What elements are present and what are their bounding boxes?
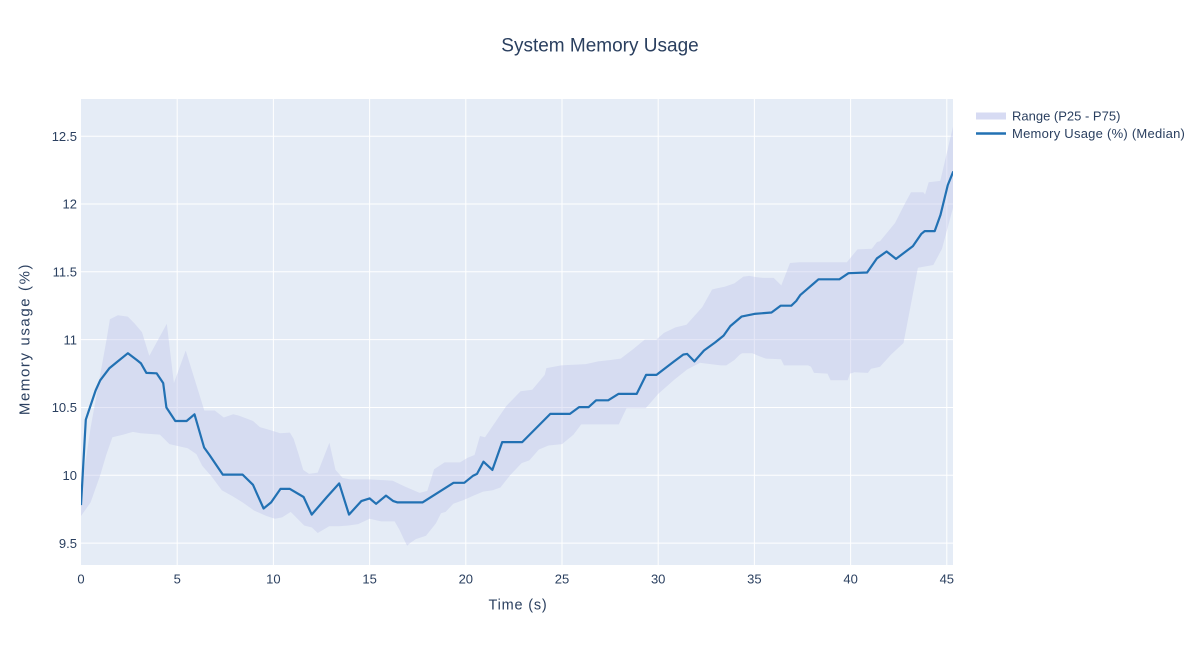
svg-text:10: 10 [266,571,280,586]
svg-text:15: 15 [362,571,376,586]
svg-text:25: 25 [555,571,569,586]
svg-text:11: 11 [64,332,78,347]
svg-text:9.5: 9.5 [59,536,77,551]
svg-text:Memory usage (%): Memory usage (%) [17,263,34,415]
svg-text:0: 0 [77,571,84,586]
svg-text:5: 5 [174,571,181,586]
svg-text:12.5: 12.5 [52,129,77,144]
svg-text:12: 12 [63,197,77,212]
svg-text:11.5: 11.5 [53,265,77,280]
svg-text:Time (s): Time (s) [488,598,547,614]
svg-text:System Memory Usage: System Memory Usage [501,36,698,57]
svg-text:40: 40 [843,571,857,586]
svg-text:10.5: 10.5 [52,400,77,415]
svg-text:10: 10 [63,468,77,483]
svg-text:35: 35 [747,571,761,586]
svg-text:Memory Usage (%) (Median): Memory Usage (%) (Median) [1012,126,1185,141]
svg-text:20: 20 [459,571,473,586]
svg-text:30: 30 [651,571,665,586]
svg-text:Range (P25 - P75): Range (P25 - P75) [1012,108,1120,123]
svg-text:45: 45 [940,571,954,586]
